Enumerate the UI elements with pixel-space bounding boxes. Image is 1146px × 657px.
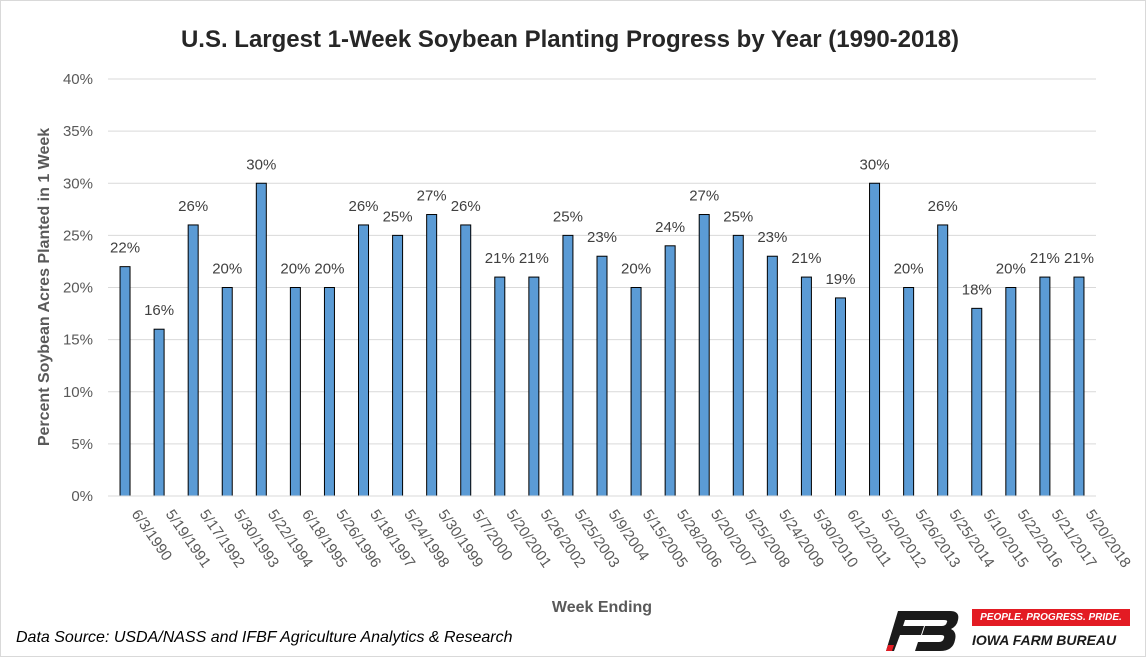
data-label: 26% (349, 198, 379, 215)
x-axis-ticks: 6/3/19905/19/19915/17/19925/30/19935/22/… (128, 507, 1134, 571)
bar (664, 245, 676, 497)
bar (971, 307, 983, 497)
data-label: 23% (587, 229, 617, 246)
y-tick-label: 10% (63, 384, 93, 401)
data-label: 20% (996, 261, 1026, 278)
data-label: 26% (178, 198, 208, 215)
data-label: 21% (485, 250, 515, 267)
bar (289, 287, 301, 497)
y-tick-label: 0% (71, 488, 93, 505)
data-labels: 22%16%26%20%30%20% 20%26%25%27%26%21% 21%2… (110, 156, 1094, 319)
logo-tagline: PEOPLE. PROGRESS. PRIDE. (972, 609, 1130, 626)
bar (358, 224, 370, 497)
logo-name: IOWA FARM BUREAU (972, 632, 1117, 648)
bar (630, 287, 642, 497)
x-axis-title: Week Ending (552, 599, 652, 616)
data-label: 25% (553, 208, 583, 225)
bar (766, 255, 778, 497)
bar (1039, 276, 1051, 497)
data-label: 20% (621, 261, 651, 278)
bar (800, 276, 812, 497)
data-label: 20% (212, 261, 242, 278)
data-label: 26% (451, 198, 481, 215)
data-label: 21% (1030, 250, 1060, 267)
data-label: 30% (860, 156, 890, 173)
bar (596, 255, 608, 497)
y-tick-label: 5% (71, 436, 93, 453)
data-source-note: Data Source: USDA/NASS and IFBF Agricult… (16, 629, 513, 646)
data-label: 25% (383, 208, 413, 225)
y-tick-label: 35% (63, 123, 93, 140)
bar (562, 234, 574, 497)
data-label: 20% (280, 261, 310, 278)
data-label: 26% (928, 198, 958, 215)
bar (221, 287, 233, 497)
bar (834, 297, 846, 497)
bar (869, 182, 881, 497)
y-tick-label: 20% (63, 280, 93, 297)
data-label: 21% (519, 250, 549, 267)
bar (119, 266, 131, 497)
bar (937, 224, 949, 497)
data-label: 18% (962, 281, 992, 298)
bar (187, 224, 199, 497)
bar (732, 234, 744, 497)
data-label: 22% (110, 240, 140, 257)
data-label: 20% (894, 261, 924, 278)
data-label: 25% (723, 208, 753, 225)
bar (426, 214, 438, 497)
data-label: 21% (791, 250, 821, 267)
bar (528, 276, 540, 497)
bar (1073, 276, 1085, 497)
y-tick-label: 25% (63, 227, 93, 244)
bar (392, 234, 404, 497)
data-label: 27% (417, 188, 447, 205)
y-tick-label: 30% (63, 175, 93, 192)
fb-logo-icon (886, 611, 959, 651)
y-axis-ticks: 0% 5% 10% 15% 20% 25% 30% 35% 40% (63, 71, 93, 505)
bar (698, 214, 710, 497)
iowa-farm-bureau-logo: PEOPLE. PROGRESS. PRIDE. IOWA FARM BUREA… (884, 609, 1136, 653)
bar (494, 276, 506, 497)
gridlines (108, 78, 1096, 445)
chart-title: U.S. Largest 1-Week Soybean Planting Pro… (181, 26, 959, 53)
bar (460, 224, 472, 497)
bar (153, 328, 165, 497)
data-label: 21% (1064, 250, 1094, 267)
bar (255, 182, 267, 497)
data-label: 24% (655, 219, 685, 236)
data-label: 16% (144, 302, 174, 319)
data-label: 19% (825, 271, 855, 288)
y-tick-label: 15% (63, 332, 93, 349)
data-label: 27% (689, 188, 719, 205)
bars (119, 182, 1085, 497)
y-axis-title: Percent Soybean Acres Planted in 1 Week (36, 128, 53, 446)
y-tick-label: 40% (63, 71, 93, 88)
data-label: 20% (314, 261, 344, 278)
bar (1005, 287, 1017, 497)
data-label: 23% (757, 229, 787, 246)
bar (903, 287, 915, 497)
bar (323, 287, 335, 497)
data-label: 30% (246, 156, 276, 173)
